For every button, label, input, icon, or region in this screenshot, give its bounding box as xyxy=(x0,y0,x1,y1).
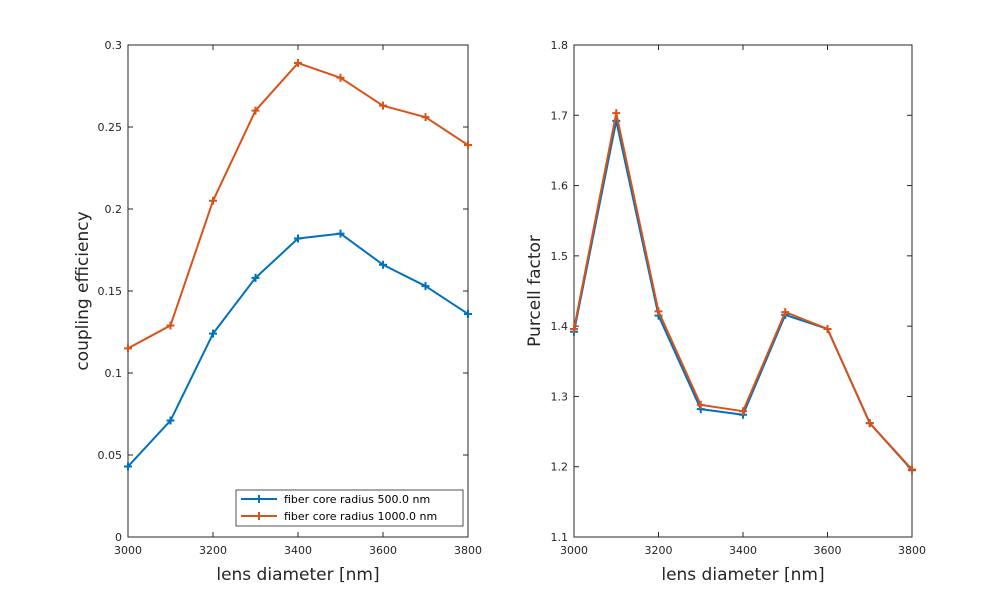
coupling-efficiency-y-tick-label: 0.1 xyxy=(105,367,123,380)
legend-label-series-2: fiber core radius 1000.0 nm xyxy=(284,510,437,523)
coupling-efficiency-x-tick-label: 3400 xyxy=(284,544,312,557)
purcell-factor-x-axis-label: lens diameter [nm] xyxy=(661,565,824,585)
coupling-efficiency-y-tick-label: 0.15 xyxy=(98,285,123,298)
coupling-efficiency-x-tick-label: 3800 xyxy=(454,544,482,557)
purcell-factor-y-tick-label: 1.1 xyxy=(551,531,569,544)
purcell-factor-series xyxy=(570,109,916,475)
legend: fiber core radius 500.0 nm fiber core ra… xyxy=(235,489,464,527)
coupling-efficiency-series-2-point xyxy=(251,106,260,115)
coupling-efficiency-series-1-point xyxy=(251,273,260,282)
purcell-factor-series-2-point xyxy=(865,419,874,428)
coupling-efficiency-series-1-point xyxy=(379,260,387,269)
legend-label-series-1: fiber core radius 500.0 nm xyxy=(284,493,430,506)
coupling-efficiency-series-2-point xyxy=(464,141,472,150)
coupling-efficiency-y-tick-label: 0.05 xyxy=(98,449,123,462)
purcell-factor-y-tick-label: 1.8 xyxy=(551,39,569,52)
coupling-efficiency-y-tick-label: 0.3 xyxy=(105,39,123,52)
coupling-efficiency-series-2-point xyxy=(124,344,132,353)
purcell-factor-y-tick-label: 1.3 xyxy=(551,390,569,403)
coupling-efficiency-y-axis-label: coupling efficiency xyxy=(73,211,93,370)
coupling-efficiency-x-tick-label: 3000 xyxy=(114,544,142,557)
purcell-factor-ticks: 3000 3200 3400 3600 3800 1.1 1.2 1.3 1.4 1.5 1.6 1.… xyxy=(551,39,927,557)
coupling-efficiency-y-tick-label: 0.25 xyxy=(98,121,123,134)
coupling-efficiency-axes: 3000 3200 3400 3600 3800 0 0.05 0.1 0.15 0.2 0.25 0… xyxy=(73,39,482,585)
coupling-efficiency-series-2-point xyxy=(209,196,217,205)
purcell-factor-x-tick-label: 3600 xyxy=(814,544,842,557)
coupling-efficiency-y-tick-label: 0.2 xyxy=(105,203,123,216)
coupling-efficiency-x-tick-label: 3600 xyxy=(369,544,397,557)
coupling-efficiency-series-1-point xyxy=(421,282,430,291)
coupling-efficiency-series-2-point xyxy=(294,59,302,68)
coupling-efficiency-series-1-point xyxy=(209,329,217,338)
purcell-factor-series-2-point xyxy=(823,324,832,333)
coupling-efficiency-y-tick-label: 0 xyxy=(115,531,122,544)
purcell-factor-y-tick-label: 1.6 xyxy=(551,180,569,193)
coupling-efficiency-ticks: 3000 3200 3400 3600 3800 0 0.05 0.1 0.15 0.2 0.25 0… xyxy=(98,39,483,557)
purcell-factor-plot-area xyxy=(573,44,913,538)
coupling-efficiency-series-1-point xyxy=(124,462,132,471)
coupling-efficiency-series-1-point xyxy=(166,416,175,425)
purcell-factor-x-tick-label: 3200 xyxy=(645,544,673,557)
purcell-factor-x-tick-label: 3800 xyxy=(898,544,926,557)
legend-marker-series-2 xyxy=(255,512,263,520)
coupling-efficiency-series-2-point xyxy=(379,101,387,110)
coupling-efficiency-plot-area xyxy=(127,44,469,538)
coupling-efficiency-series-1-point xyxy=(294,234,302,243)
purcell-factor-y-tick-label: 1.7 xyxy=(551,109,569,122)
purcell-factor-y-tick-label: 1.4 xyxy=(551,320,569,333)
purcell-factor-y-tick-label: 1.5 xyxy=(551,250,569,263)
purcell-factor-series-2-point xyxy=(612,109,621,118)
coupling-efficiency-series-2-point xyxy=(166,321,175,330)
legend-marker-series-1 xyxy=(255,495,263,503)
coupling-efficiency-x-axis-label: lens diameter [nm] xyxy=(216,565,379,585)
purcell-factor-series-2-point xyxy=(654,307,663,316)
purcell-factor-x-tick-label: 3000 xyxy=(560,544,588,557)
purcell-factor-x-tick-label: 3400 xyxy=(729,544,757,557)
purcell-factor-axes: 3000 3200 3400 3600 3800 1.1 1.2 1.3 1.4 1.5 1.6 1.… xyxy=(525,39,926,585)
purcell-factor-series-2-point xyxy=(739,407,747,416)
legend-box xyxy=(235,489,464,527)
coupling-efficiency-series-1-point xyxy=(336,229,345,238)
purcell-factor-y-axis-label: Purcell factor xyxy=(525,235,545,347)
coupling-efficiency-series-1-point xyxy=(464,309,472,318)
purcell-factor-series-2-point xyxy=(696,400,705,409)
coupling-efficiency-series xyxy=(124,59,472,471)
purcell-factor-series-2-point xyxy=(570,324,578,333)
coupling-efficiency-series-2-point xyxy=(336,73,345,82)
purcell-factor-series-2-point xyxy=(908,465,916,474)
coupling-efficiency-series-2-point xyxy=(421,113,430,122)
purcell-factor-series-2-point xyxy=(781,308,790,317)
purcell-factor-y-tick-label: 1.2 xyxy=(551,461,569,474)
coupling-efficiency-x-tick-label: 3200 xyxy=(199,544,227,557)
